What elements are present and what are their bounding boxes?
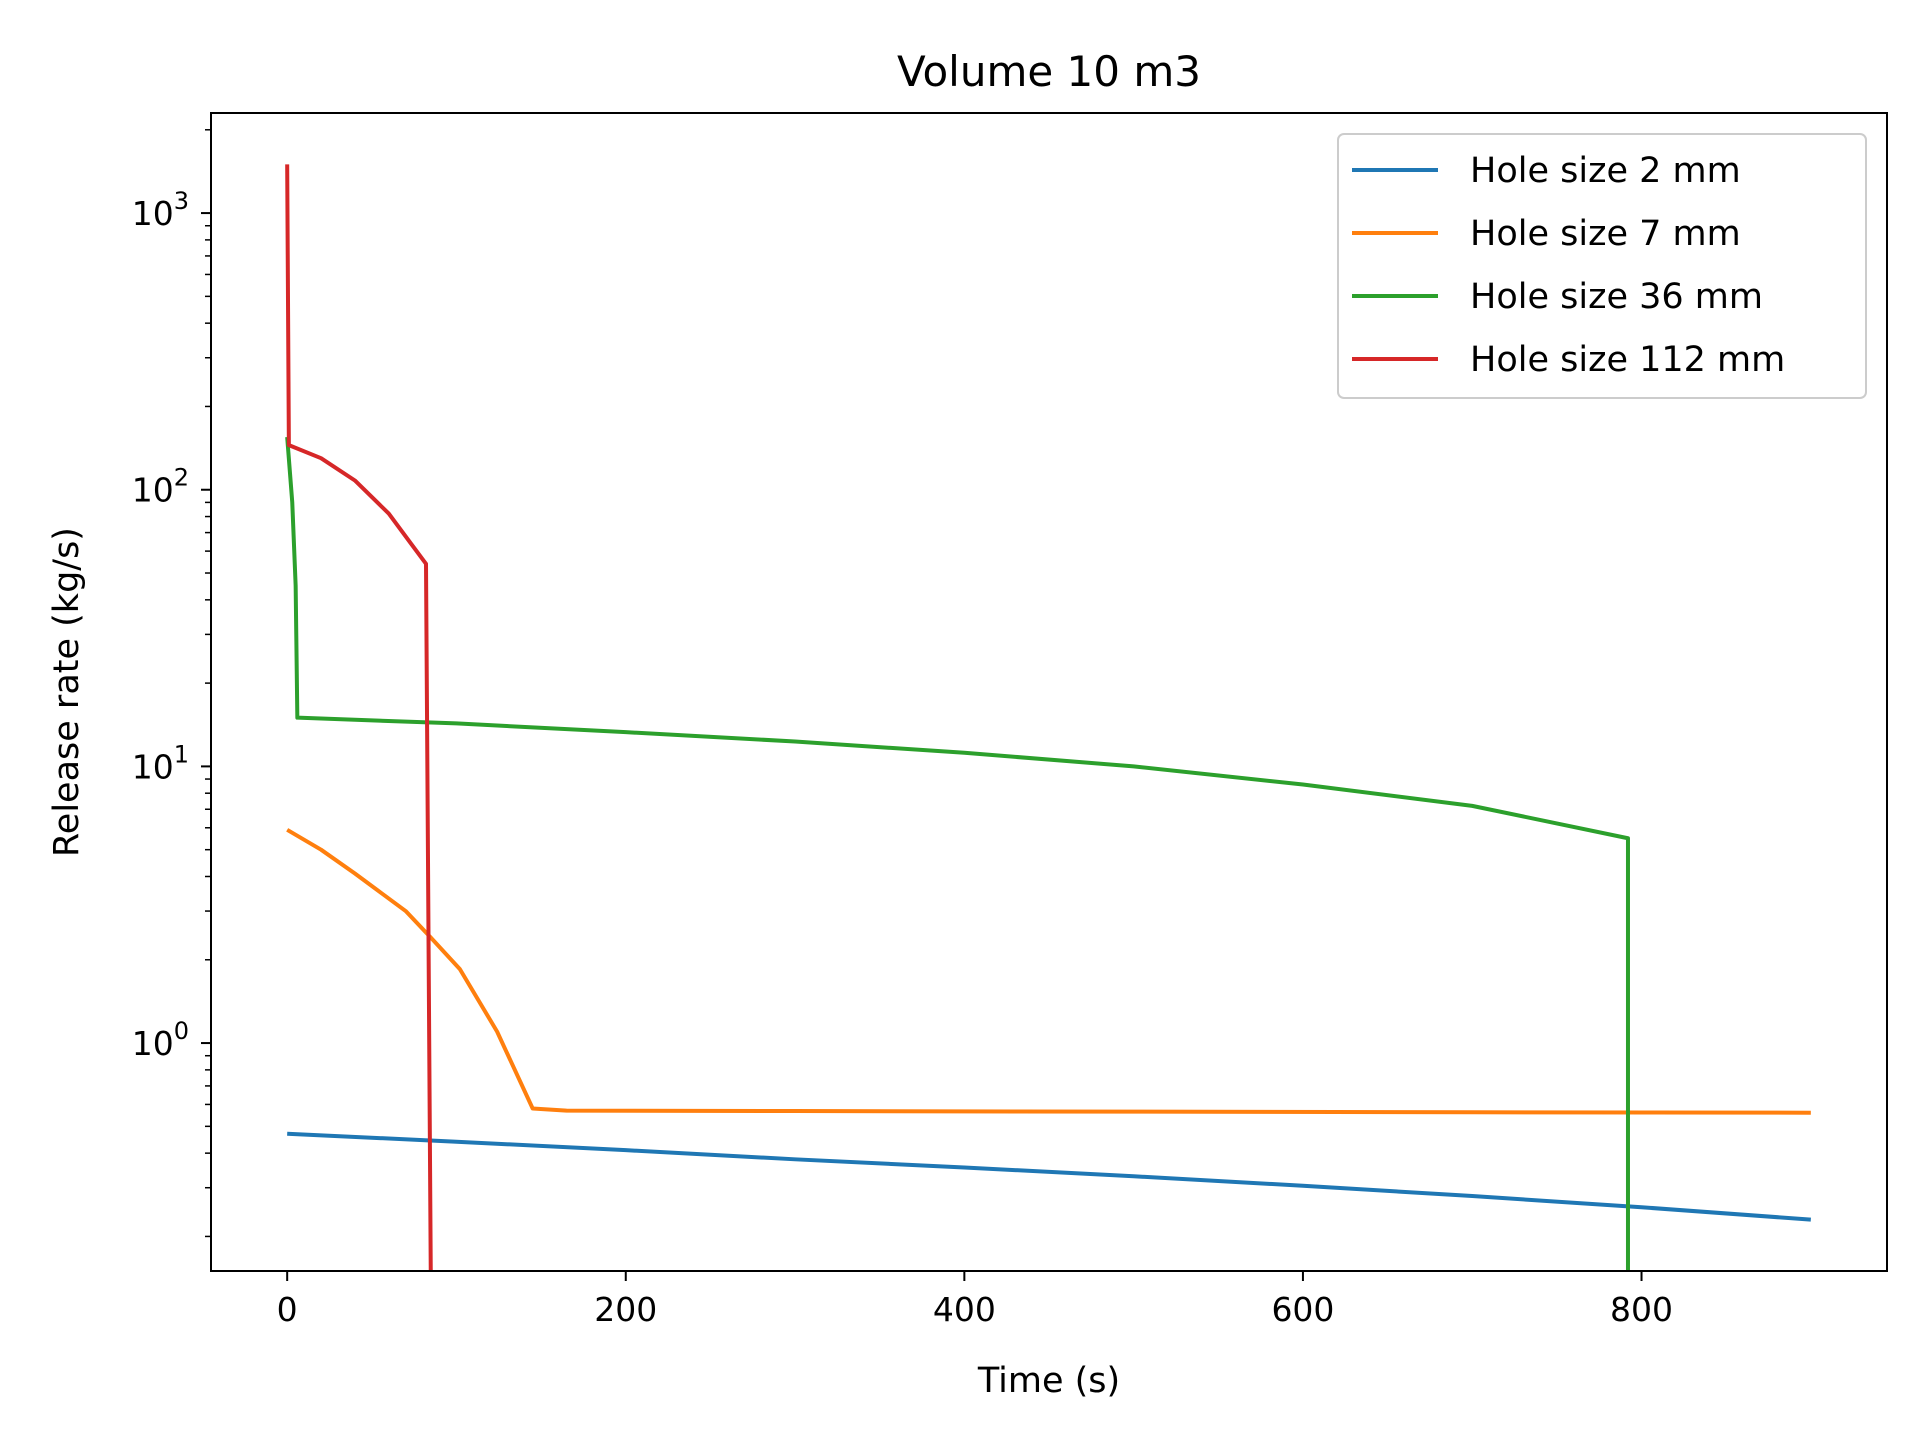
x-tick-label: 400 xyxy=(933,1290,996,1329)
y-tick-label: 103 xyxy=(132,187,189,233)
y-axis-label: Release rate (kg/s) xyxy=(47,527,87,857)
series-line-2 xyxy=(285,436,1630,1271)
y-tick-label: 102 xyxy=(132,464,189,510)
legend-label-2: Hole size 36 mm xyxy=(1470,277,1763,317)
x-tick-label: 600 xyxy=(1271,1290,1334,1329)
x-tick-label: 200 xyxy=(594,1290,657,1329)
legend-label-3: Hole size 112 mm xyxy=(1470,340,1785,380)
legend-label-0: Hole size 2 mm xyxy=(1470,151,1741,191)
y-tick-label: 101 xyxy=(132,740,189,786)
series-layer xyxy=(285,164,1811,1271)
series-line-3 xyxy=(285,164,433,1271)
legend-label-1: Hole size 7 mm xyxy=(1470,214,1741,254)
x-axis-label: Time (s) xyxy=(977,1361,1120,1401)
legend: Hole size 2 mm Hole size 7 mm Hole size 36… xyxy=(1337,133,1867,399)
plot-frame xyxy=(210,112,1888,1272)
x-tick-label: 800 xyxy=(1610,1290,1673,1329)
chart-title: Volume 10 m3 xyxy=(897,47,1201,96)
x-axis: 0 200 400 600 800 xyxy=(277,1271,1673,1329)
legend-box xyxy=(1337,133,1867,399)
x-tick-label: 0 xyxy=(277,1290,298,1329)
y-tick-label: 100 xyxy=(132,1017,189,1063)
series-line-1 xyxy=(286,828,1811,1115)
series-line-0 xyxy=(287,1131,1811,1222)
y-axis: 100 101 102 103 xyxy=(132,129,211,1238)
